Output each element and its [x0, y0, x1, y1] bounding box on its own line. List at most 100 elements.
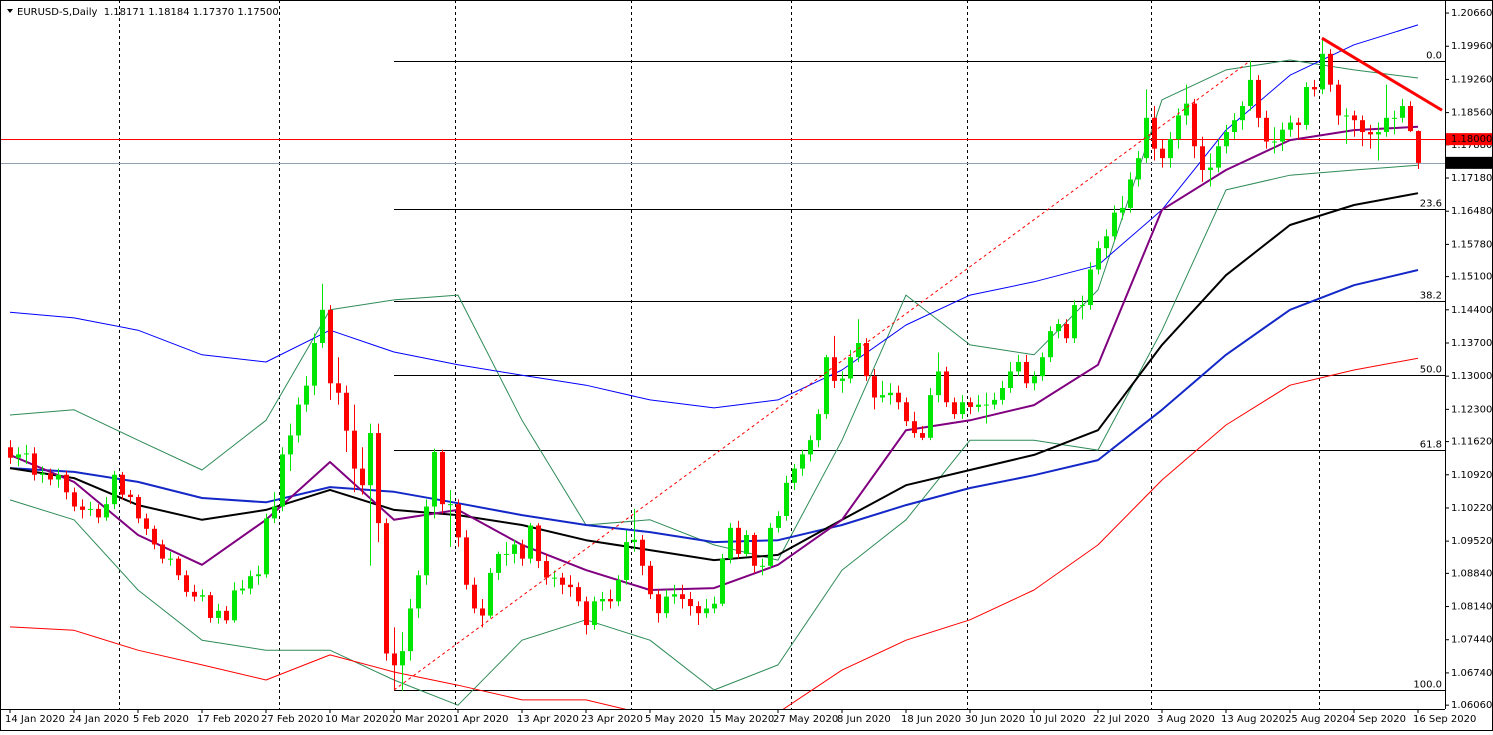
indicator-line [9, 192, 1419, 562]
candle-body [904, 402, 909, 422]
candle-body [664, 596, 669, 614]
candle-body [1376, 132, 1381, 135]
candle-body [728, 527, 733, 559]
indicator-line [9, 125, 1419, 591]
candle-body [208, 595, 213, 618]
candle-body [256, 574, 261, 577]
candle-body [784, 482, 789, 517]
candle-body [1344, 115, 1349, 117]
candle-body [152, 528, 157, 545]
candle-body [632, 539, 637, 543]
candle-body [1368, 132, 1373, 135]
x-tick-label: 8 Jun 2020 [837, 714, 891, 725]
candle-body [1216, 146, 1221, 168]
candle-body [48, 473, 53, 480]
candle-body [112, 474, 117, 505]
x-tick-label: 17 Feb 2020 [197, 714, 259, 725]
y-tick-label: 1.14400 [1451, 305, 1492, 316]
candle-body [768, 527, 773, 566]
y-tick-label: 1.17180 [1451, 173, 1492, 184]
candle-body [184, 575, 189, 592]
candle-body [272, 506, 277, 519]
fib-label: 100.0 [1413, 680, 1442, 691]
candle-body [160, 544, 165, 559]
candle-body [1256, 79, 1261, 118]
candle-body [128, 494, 133, 498]
candle-body [1112, 212, 1117, 237]
candle-body [528, 525, 533, 559]
candle-body [560, 577, 565, 585]
y-tick-label: 1.19260 [1451, 74, 1492, 85]
candle-body [360, 468, 365, 486]
x-tick-label: 4 Sep 2020 [1349, 714, 1406, 725]
plot: 0.0 23.6 38.2 50.0 61.8 100.0 [1, 1, 1445, 709]
fib-label: 23.6 [1420, 199, 1442, 210]
candle-body [80, 506, 85, 510]
y-tick-label: 1.17880 [1451, 140, 1492, 151]
candle-body [880, 395, 885, 398]
candle-body [1152, 117, 1157, 149]
candle-body [1312, 87, 1317, 90]
candle-body [1272, 141, 1277, 143]
candle-body [1336, 84, 1341, 116]
candle-body [1264, 117, 1269, 142]
y-tick-label: 1.10220 [1451, 503, 1492, 514]
candle-body [1400, 105, 1405, 118]
candle-body [16, 454, 21, 458]
candle-body [336, 383, 341, 393]
candle-body [608, 598, 613, 602]
candle-body [840, 378, 845, 381]
candle-body [496, 553, 501, 573]
indicator-line [9, 269, 1419, 544]
candle-body [576, 587, 581, 602]
candle-body [744, 534, 749, 554]
candle-body [64, 474, 69, 493]
x-tick-label: 10 Mar 2020 [325, 714, 388, 725]
candle-body [232, 590, 237, 621]
candle-body [456, 504, 461, 538]
candle-body [1224, 132, 1229, 147]
x-tick-label: 3 Aug 2020 [1157, 714, 1215, 725]
x-tick-label: 5 May 2020 [645, 714, 704, 725]
candle-body [1248, 79, 1253, 106]
candle-body [1096, 248, 1101, 270]
x-tick-label: 30 Jun 2020 [965, 714, 1025, 725]
candle-body [824, 357, 829, 415]
candle-body [440, 452, 445, 505]
candle-body [1184, 103, 1189, 116]
candle-body [40, 473, 45, 475]
candle-body [488, 572, 493, 616]
candle-body [216, 610, 221, 618]
candle-body [1024, 361, 1029, 384]
candle-body [168, 558, 173, 560]
candle-body [480, 608, 485, 616]
candle-body [600, 598, 605, 602]
candle-body [536, 525, 541, 562]
price-tag [1446, 156, 1492, 169]
candle-body [1128, 179, 1133, 208]
fib-label: 38.2 [1420, 291, 1442, 302]
candle-body [656, 594, 661, 614]
candle-body [640, 539, 645, 566]
candle-body [920, 433, 925, 438]
candle-body [1352, 115, 1357, 121]
candle-body [856, 342, 861, 358]
y-tick-label: 1.18560 [1451, 108, 1492, 119]
candle-body [1144, 117, 1149, 159]
x-tick-label: 27 Feb 2020 [261, 714, 323, 725]
candle-body [936, 371, 941, 396]
candle-body [288, 435, 293, 455]
candle-body [512, 544, 517, 554]
y-tick-label: 1.19960 [1451, 41, 1492, 52]
candle-body [952, 402, 957, 415]
candle-body [56, 474, 61, 480]
candle-body [1192, 103, 1197, 147]
x-tick-label: 15 May 2020 [709, 714, 774, 725]
candle-body [1240, 105, 1245, 121]
x-tick-label: 16 Sep 2020 [1413, 714, 1476, 725]
candle-body [376, 433, 381, 524]
candle-body [592, 601, 597, 626]
candle-body [776, 516, 781, 528]
candle-body [1136, 158, 1141, 180]
